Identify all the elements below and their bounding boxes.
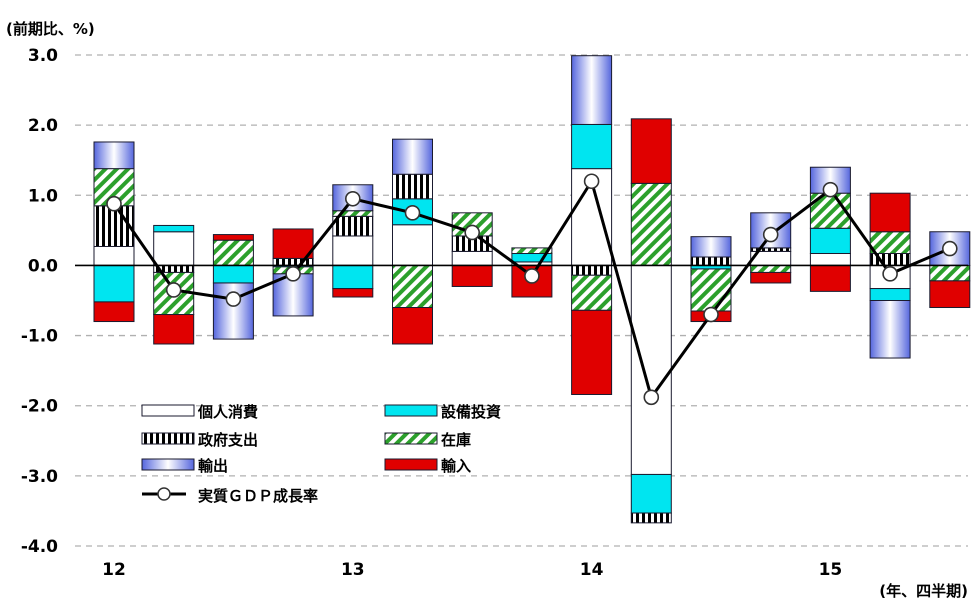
bar-segment-inventory <box>869 231 911 255</box>
bar-segment-exports <box>869 300 911 359</box>
y-axis: 3.0 2.0 1.0 0.0 -1.0 -2.0 -3.0 -4.0 <box>21 46 58 557</box>
bar-segment-inventory <box>212 239 254 266</box>
legend-swatch-consumption <box>141 404 195 417</box>
bar-segment-imports <box>630 118 672 184</box>
bar-segment-consumption <box>809 253 851 266</box>
x-axis: 12 13 14 15 <box>102 560 842 580</box>
x-tick-label: 14 <box>580 560 604 580</box>
bar-segment-exports <box>690 236 732 258</box>
legend-label-consumption: 個人消費 <box>197 403 258 421</box>
bar-segment-consumption <box>392 224 433 266</box>
bar-segment-imports <box>929 280 971 309</box>
gdp-growth-point <box>344 190 361 207</box>
bar-segment-inventory <box>392 264 433 309</box>
bar-segment-inventory <box>571 274 613 311</box>
y-tick-label: 2.0 <box>28 116 58 136</box>
bar-segment-consumption <box>332 235 374 266</box>
bar-segment-investment <box>809 227 851 255</box>
gdp-growth-line <box>106 173 958 406</box>
bar-segment-government <box>332 215 374 237</box>
legend-label-investment: 設備投資 <box>441 403 501 421</box>
bar-segment-imports <box>451 264 493 287</box>
bar-segment-government <box>690 256 732 266</box>
gdp-growth-point <box>941 240 958 257</box>
gdp-growth-point <box>583 173 600 190</box>
y-tick-label: 3.0 <box>28 46 58 66</box>
bar-segment-inventory <box>690 268 732 312</box>
bar-segment-imports <box>750 271 792 284</box>
legend-swatch-inventory <box>384 432 438 445</box>
y-tick-label: -1.0 <box>21 327 58 347</box>
gdp-growth-point <box>882 266 898 282</box>
legend-label-inventory: 在庫 <box>441 431 471 449</box>
legend-swatch-exports <box>141 458 195 471</box>
gdp-growth-point <box>762 226 779 243</box>
bar-segment-government <box>272 257 314 266</box>
bar-segment-consumption <box>93 245 135 266</box>
x-axis-label: (年、四半期) <box>879 582 968 600</box>
bar-segment-imports <box>571 309 613 395</box>
bar-segment-inventory <box>929 264 971 282</box>
bar-segment-imports <box>93 301 135 323</box>
x-tick-label: 15 <box>819 560 843 580</box>
x-tick-label: 13 <box>341 560 365 580</box>
gdp-growth-point <box>404 205 421 221</box>
gdp-growth-point <box>225 291 242 307</box>
y-tick-label: 0.0 <box>28 256 58 276</box>
legend-swatch-government <box>141 432 195 445</box>
gdp-growth-point <box>106 195 122 212</box>
stacked-bars <box>93 55 971 524</box>
bar-segment-imports <box>869 192 911 233</box>
bar-segment-consumption <box>451 250 493 266</box>
bar-segment-investment <box>212 264 254 284</box>
y-tick-label: -3.0 <box>21 467 58 487</box>
bar-segment-investment <box>332 264 374 290</box>
bar-segment-imports <box>212 234 254 241</box>
bar-segment-exports <box>93 141 135 170</box>
gdp-growth-point <box>703 306 719 323</box>
legend-label-imports: 輸入 <box>441 457 471 475</box>
y-tick-label: 1.0 <box>28 186 58 206</box>
x-tick-label: 12 <box>102 560 126 580</box>
unit-label: (前期比、%) <box>6 20 95 38</box>
legend-marker-gdp <box>157 487 171 501</box>
bar-segment-government <box>571 264 613 276</box>
bar-segment-exports <box>571 55 613 125</box>
gdp-growth-point <box>822 181 839 198</box>
bar-segment-investment <box>630 473 672 514</box>
bar-segment-government <box>630 512 672 524</box>
legend-swatch-investment <box>384 404 438 417</box>
y-tick-label: -4.0 <box>21 537 58 557</box>
legend-swatch-imports <box>384 458 438 471</box>
bar-segment-inventory <box>511 247 553 255</box>
bar-segment-investment <box>93 264 135 303</box>
bar-segment-consumption <box>153 231 195 266</box>
bar-segment-investment <box>571 123 613 170</box>
bar-segment-imports <box>392 307 433 345</box>
gdp-growth-point <box>464 224 481 241</box>
gdp-growth-point <box>285 266 301 282</box>
bar-segment-consumption <box>630 264 672 475</box>
bar-segment-inventory <box>630 182 672 266</box>
bar-segment-imports <box>332 288 374 298</box>
bar-segment-investment <box>153 224 195 233</box>
gdp-growth-point <box>165 282 182 298</box>
bar-segment-government <box>392 173 433 200</box>
legend-label-gdp: 実質ＧＤＰ成長率 <box>198 487 318 505</box>
bar-segment-imports <box>153 314 195 345</box>
gdp-growth-point <box>524 268 540 284</box>
legend-label-government: 政府支出 <box>198 431 258 449</box>
legend-label-exports: 輸出 <box>198 457 228 475</box>
bar-segment-imports <box>272 228 314 259</box>
bar-segment-investment <box>869 288 911 301</box>
bar-segment-government <box>93 205 135 247</box>
bar-segment-exports <box>392 138 433 175</box>
y-tick-label: -2.0 <box>21 397 58 417</box>
bar-segment-imports <box>809 264 851 292</box>
gdp-growth-point <box>643 389 660 406</box>
bar-segment-inventory <box>750 264 792 273</box>
